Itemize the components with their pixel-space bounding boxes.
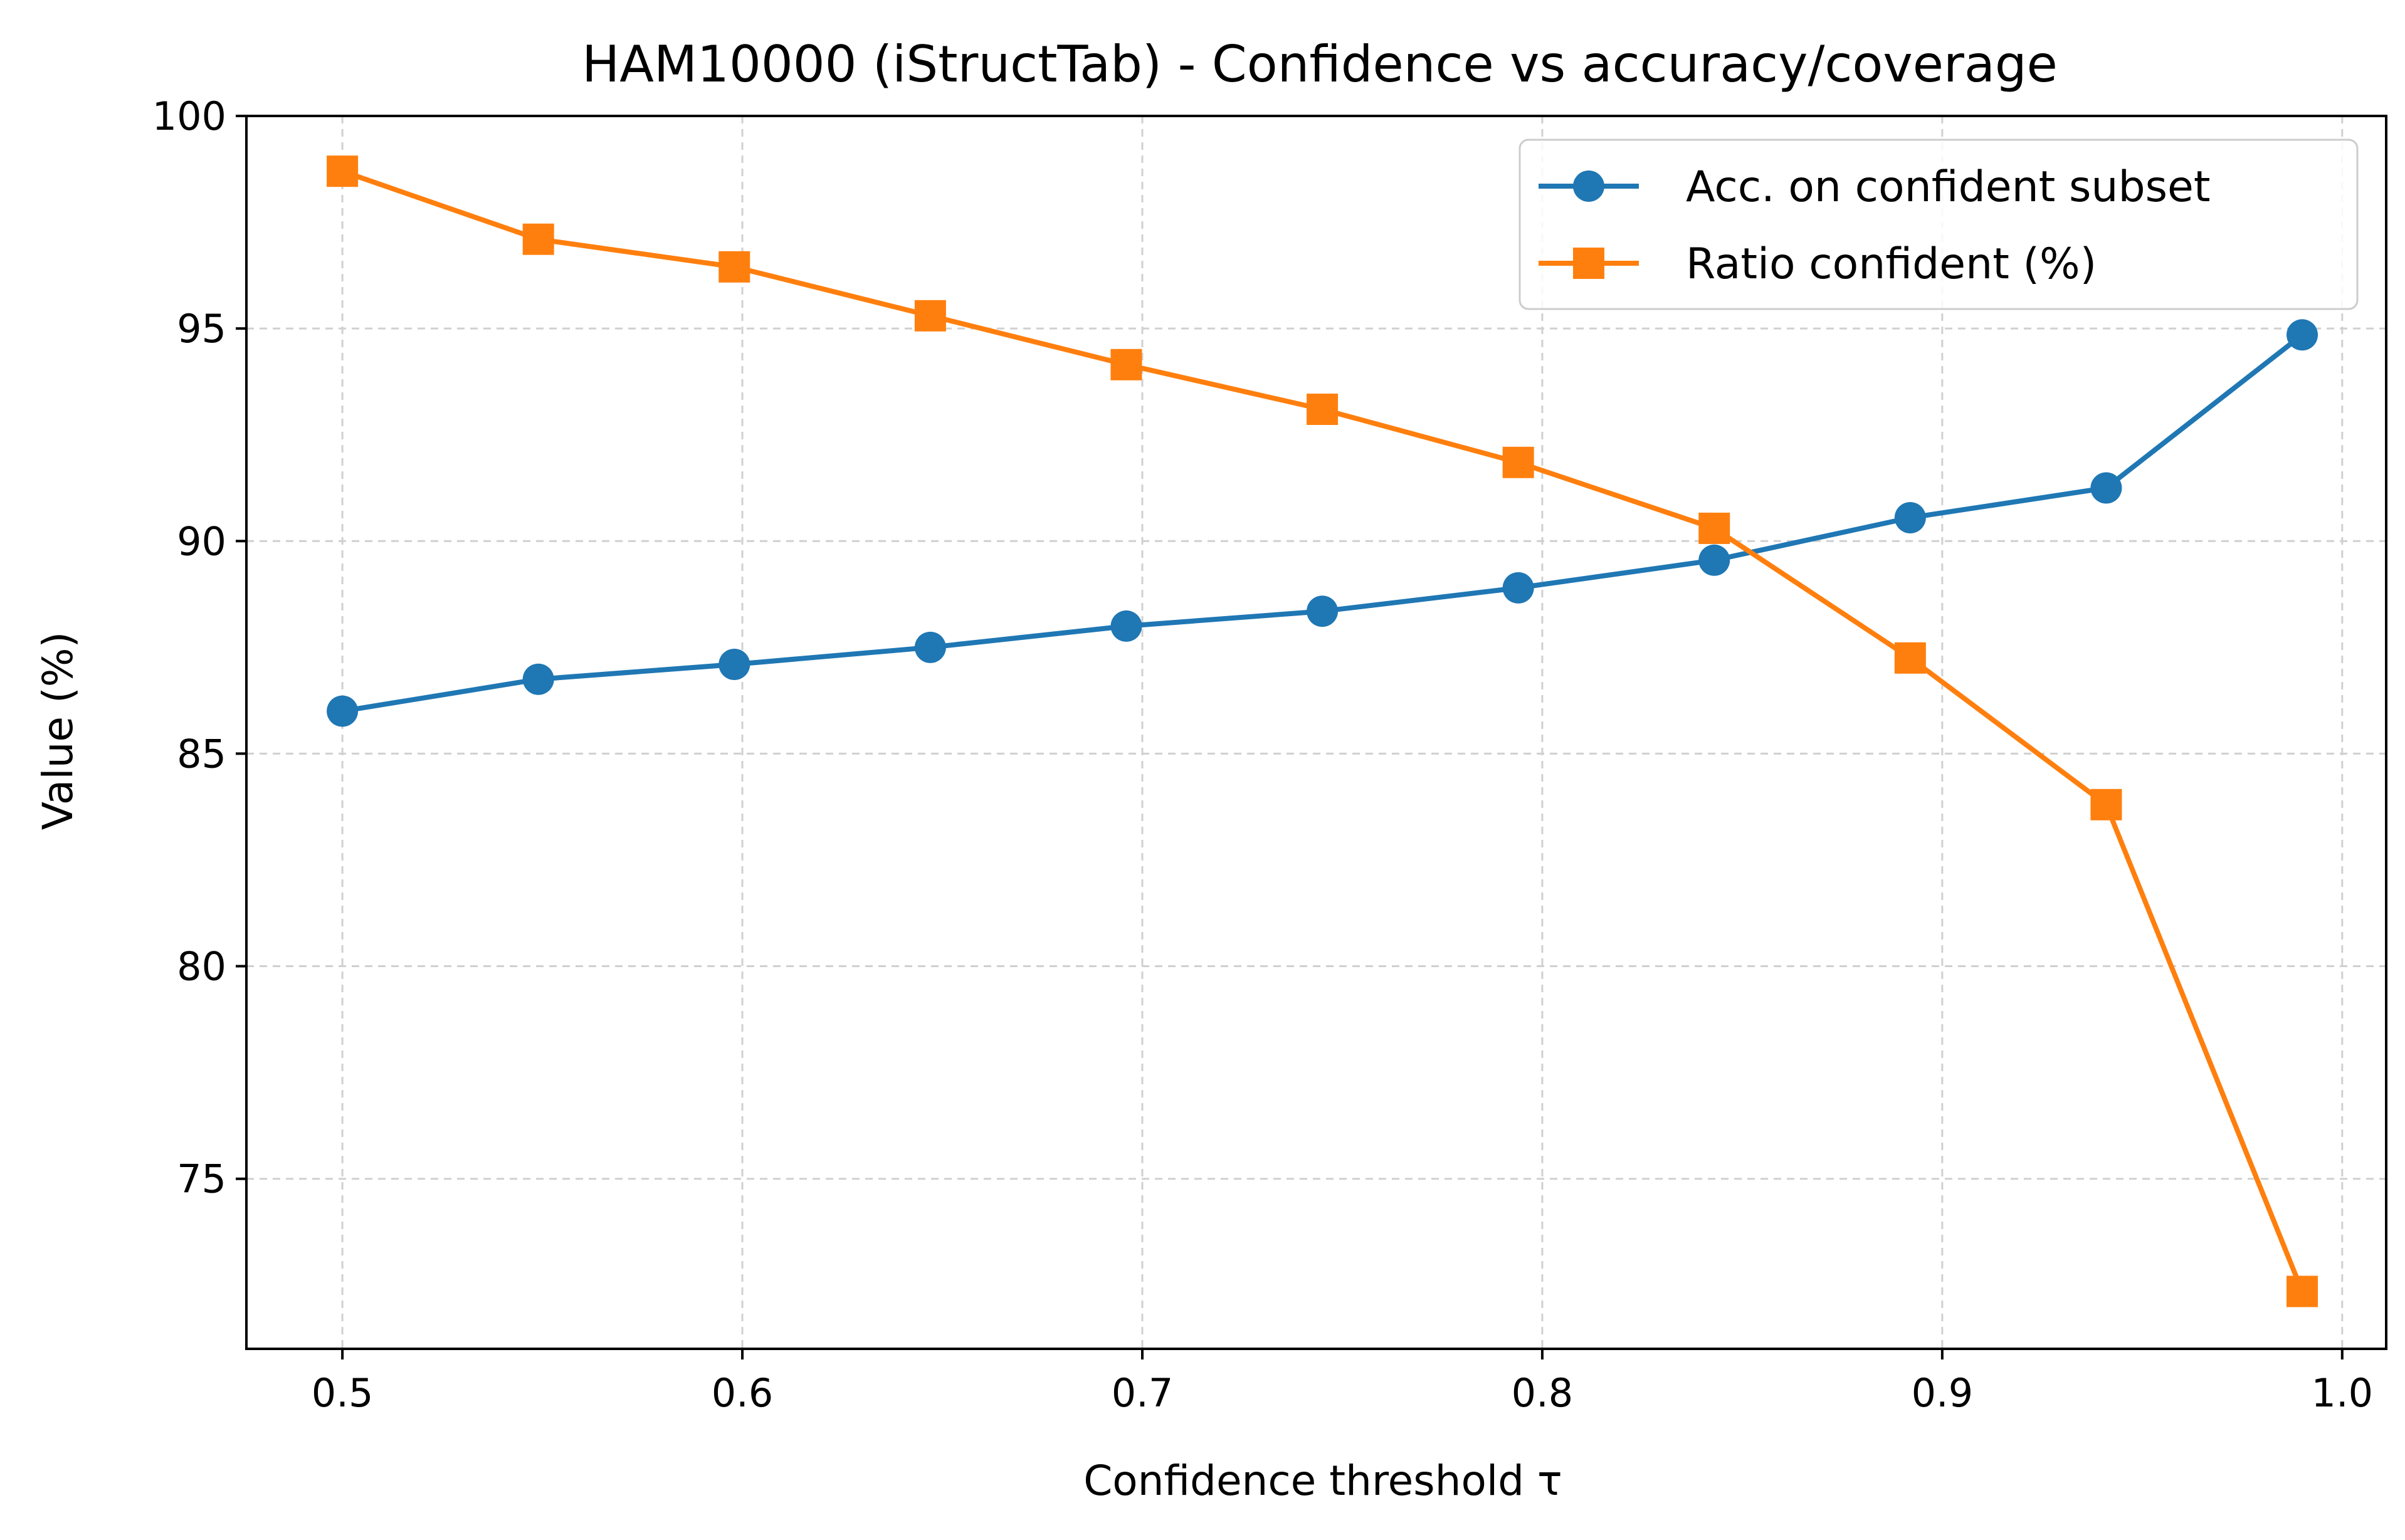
series-1 [327,319,2318,727]
data-point [1894,642,1926,674]
data-point [914,300,946,332]
legend-label: Ratio confident (%) [1686,239,2097,289]
series-2 [327,155,2318,1307]
data-point [2287,1275,2318,1307]
chart-title: HAM10000 (iStructTab) - Confidence vs ac… [582,35,2058,93]
data-point [1698,512,1730,544]
y-tick-label: 90 [177,518,226,564]
data-point [718,648,750,680]
data-point [327,155,359,187]
legend-marker [1573,248,1604,279]
plot-series [327,155,2318,1307]
x-tick-label: 0.9 [1912,1370,1974,1416]
data-point [522,223,554,255]
data-point [914,631,946,663]
data-point [1110,348,1142,380]
data-point [327,695,359,727]
x-tick-label: 0.6 [712,1370,774,1416]
data-point [1110,610,1142,642]
y-tick-label: 95 [177,306,226,352]
data-point [1502,446,1534,478]
x-tick-label: 0.5 [312,1370,374,1416]
data-point [1894,501,1926,533]
y-tick-label: 100 [152,93,226,139]
data-point [522,663,554,695]
data-point [718,251,750,283]
data-point [2090,472,2122,504]
data-point [1502,572,1534,604]
x-tick-label: 0.8 [1512,1370,1574,1416]
axis-ticks: 0.5 0.6 0.7 0.8 0.9 1.0 75 80 85 90 95 100 [152,93,2373,1416]
data-point [2090,788,2122,820]
legend: Acc. on confident subset Ratio confident … [1518,139,2359,310]
y-tick-label: 75 [177,1156,226,1202]
data-point [2287,319,2318,351]
y-axis-label: Value (%) [34,632,82,830]
x-tick-label: 0.7 [1112,1370,1174,1416]
x-axis-label: Confidence threshold τ [1083,1457,1562,1505]
legend-label: Acc. on confident subset [1686,162,2211,212]
legend-box [1518,139,2359,310]
legend-marker [1573,170,1604,202]
data-point [1307,595,1339,627]
y-tick-label: 85 [177,731,226,777]
plot-frame [245,115,2387,1350]
y-tick-label: 80 [177,944,226,990]
data-point [1307,394,1339,426]
data-point [1698,544,1730,576]
x-tick-label: 1.0 [2312,1370,2374,1416]
